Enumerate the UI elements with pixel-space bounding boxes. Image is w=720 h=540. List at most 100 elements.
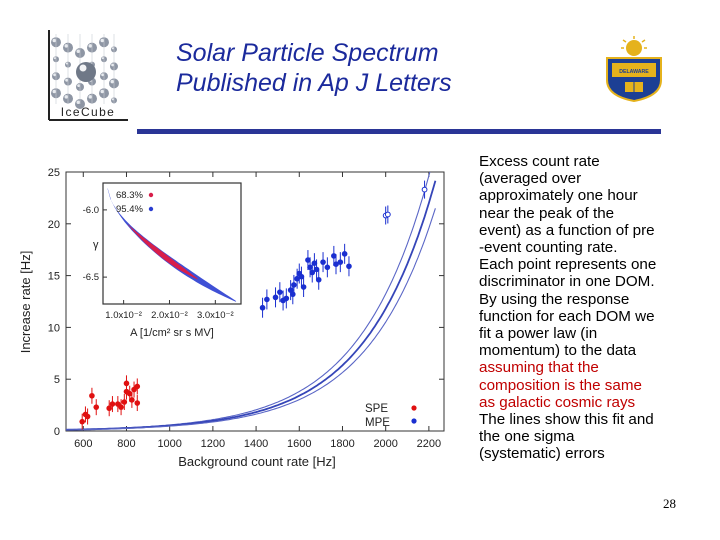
inset-y-label: γ (93, 239, 99, 251)
data-point-spe (109, 401, 116, 407)
data-point-mpe (283, 295, 290, 302)
data-point-mpe (346, 263, 352, 270)
contour-68-region (127, 224, 198, 280)
data-point-mpe (324, 264, 331, 271)
notes-line: momentum) to the data (479, 342, 637, 360)
inset-legend-label-68: 68.3% (116, 190, 143, 201)
inset-legend-marker-68 (148, 192, 154, 198)
icecube-sphere-highlight (65, 78, 68, 82)
icecube-sphere-highlight (76, 100, 80, 104)
icecube-sphere-highlight (52, 38, 56, 43)
notes-line: Excess count rate (479, 153, 600, 170)
y-tick-label: 25 (48, 167, 60, 179)
icecube-sphere-highlight (101, 73, 104, 77)
data-point-mpe (311, 260, 318, 266)
inset-frame (102, 182, 242, 305)
university-of-delaware-logo-icon: DELAWARE (606, 36, 662, 102)
x-tick-label: 1200 (201, 438, 225, 450)
data-point-spe (93, 404, 100, 410)
data-point-mpe (313, 266, 320, 273)
page-number: 28 (663, 496, 676, 511)
notes-line: event) as a function of pre (479, 221, 655, 239)
notes-line: the one sigma (479, 428, 575, 446)
notes-line: assuming that the (479, 359, 599, 377)
notes-line: composition is the same (479, 376, 642, 394)
svg-text:DELAWARE: DELAWARE (619, 69, 649, 75)
data-point-mpe (309, 269, 316, 276)
y-axis-label: Increase rate [Hz] (18, 251, 33, 354)
icecube-sphere-highlight (76, 49, 80, 53)
data-point-mpe (259, 304, 266, 311)
icecube-sphere-highlight (53, 73, 56, 77)
icecube-sphere-highlight (110, 79, 114, 84)
legend-label-spe: SPE (365, 403, 388, 415)
fit-lower-sigma-line (66, 208, 436, 431)
notes-line: -event counting rate. (479, 239, 618, 257)
data-point-mpe (298, 273, 305, 280)
x-tick-label: 1800 (330, 438, 354, 450)
icecube-sphere-highlight (111, 47, 114, 50)
notes-line: The lines show this fit and (479, 411, 654, 429)
data-point-mpe (291, 282, 297, 288)
icecube-sphere (76, 62, 96, 82)
x-tick-label: 2200 (417, 438, 441, 450)
data-point-spe (129, 397, 135, 403)
icecube-logo-text: IceCube (61, 105, 116, 119)
data-point-mpe (287, 287, 294, 293)
icecube-sphere-highlight (64, 95, 68, 99)
data-point-mpe (307, 264, 313, 271)
slide-title: Solar Particle Spectrum Published in Ap … (176, 38, 576, 98)
title-rule (137, 129, 661, 134)
inset-x-tick-label: 2.0x10⁻² (151, 310, 188, 321)
notes-line: (averaged over (479, 170, 582, 188)
y-tick-label: 15 (48, 271, 60, 283)
data-point-mpe (290, 291, 296, 298)
data-point-mpe (294, 275, 300, 282)
y-tick-label: 5 (54, 374, 60, 386)
inset-legend-label-95: 95.4% (116, 204, 143, 215)
data-point-mpe (277, 289, 283, 295)
notes-line: function for each DOM we (479, 307, 655, 325)
icecube-sphere-highlight (100, 89, 104, 94)
notes-text: Excess count rate (averaged over approxima… (479, 153, 715, 463)
title-line-2: Published in Ap J Letters (176, 69, 452, 97)
icecube-sphere-highlight (88, 44, 92, 48)
notes-line: approximately one hour (479, 187, 638, 205)
data-point-mpe (305, 257, 311, 263)
icecube-sphere-highlight (64, 44, 68, 48)
x-tick-label: 1000 (157, 438, 181, 450)
x-tick-label: 600 (74, 438, 92, 450)
legend-marker-spe (411, 405, 417, 411)
chart-legend: SPE MPE (365, 403, 417, 429)
data-point-spe (121, 399, 128, 405)
icecube-sphere-highlight (88, 95, 92, 99)
notes-line: fit a power law (in (479, 325, 598, 343)
inset-x-tick-label: 1.0x10⁻² (105, 310, 142, 321)
icecube-logo-icon: IceCube (48, 30, 128, 122)
data-point-spe (106, 405, 112, 412)
data-point-mpe (315, 276, 322, 283)
x-axis-label: Background count rate [Hz] (178, 454, 336, 469)
data-point-mpe (333, 261, 339, 268)
inset-legend-marker-95 (148, 206, 154, 212)
data-point-spe (118, 404, 124, 410)
notes-line: as galactic cosmic rays (479, 393, 636, 411)
x-tick-label: 2000 (373, 438, 397, 450)
inset-y-tick-label: -6.5 (83, 272, 99, 283)
x-tick-label: 1400 (244, 438, 268, 450)
data-point-mpe (264, 296, 270, 303)
icecube-sphere-highlight (52, 89, 56, 94)
notes-line: discriminator in one DOM. (479, 273, 655, 291)
notes-line: (systematic) errors (479, 445, 605, 463)
notes-line: By using the response (479, 290, 630, 308)
x-tick-label: 800 (117, 438, 135, 450)
data-point-spe (84, 413, 91, 420)
data-point-spe (123, 380, 130, 387)
legend-marker-mpe (411, 418, 417, 424)
x-tick-label: 1600 (287, 438, 311, 450)
y-tick-label: 20 (48, 219, 60, 231)
data-point-mpe (331, 253, 337, 259)
inset-y-tick-label: -6.0 (83, 205, 99, 216)
data-point-mpe (337, 259, 344, 265)
data-point-spe (89, 392, 95, 399)
